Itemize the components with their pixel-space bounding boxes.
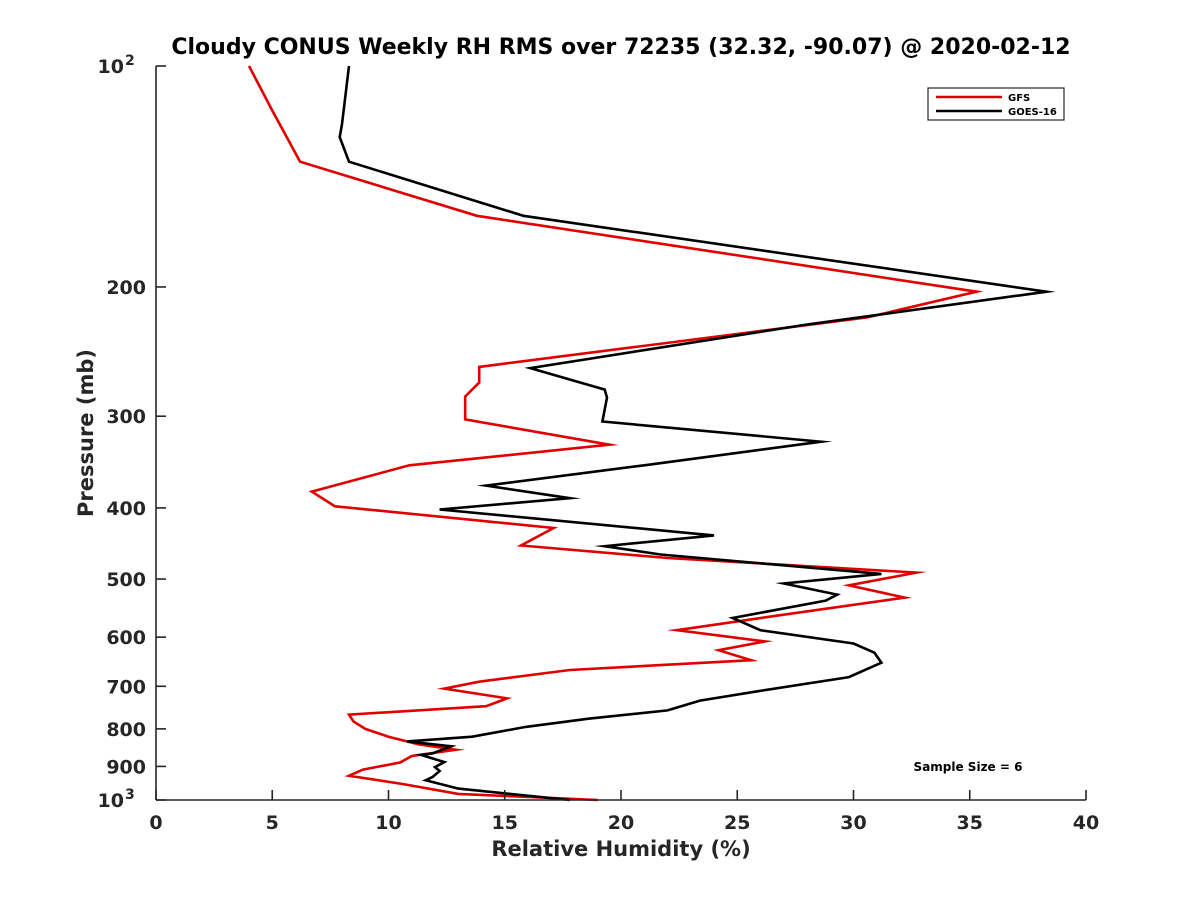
y-tick-label: 10: [98, 790, 124, 812]
chart-title: Cloudy CONUS Weekly RH RMS over 72235 (3…: [171, 35, 1070, 60]
legend-label-goes16: GOES-16: [1008, 107, 1057, 118]
y-tick-label: 10: [98, 56, 124, 78]
series-layer: [247, 65, 1056, 802]
x-tick-label: 20: [608, 812, 634, 834]
x-tick-label: 30: [840, 812, 866, 834]
x-tick-label: 35: [957, 812, 983, 834]
series-line-gfs: [247, 65, 984, 802]
x-tick-label: 0: [149, 812, 162, 834]
legend-label-gfs: GFS: [1008, 93, 1030, 104]
y-tick-label: 600: [106, 627, 146, 649]
y-tick-label: 700: [106, 676, 146, 698]
x-tick-label: 10: [375, 812, 401, 834]
y-tick-exponent: 2: [125, 53, 135, 69]
y-tick-label: 500: [106, 569, 146, 591]
y-tick-label: 800: [106, 719, 146, 741]
legend-box: [927, 87, 1065, 121]
x-axis-label: Relative Humidity (%): [491, 837, 750, 861]
x-tick-label: 25: [724, 812, 750, 834]
x-tick-label: 15: [492, 812, 518, 834]
y-tick-exponent: 3: [125, 787, 135, 803]
y-tick-label: 400: [106, 498, 146, 520]
series-line-goes16: [338, 65, 1056, 802]
y-tick-label: 200: [106, 277, 146, 299]
x-tick-label: 5: [266, 812, 279, 834]
y-tick-label: 300: [106, 406, 146, 428]
x-ticks: 0 5 10 15 20 25 30 35 40: [149, 790, 1099, 834]
legend: GFS GOES-16: [927, 87, 1065, 121]
x-tick-label: 40: [1073, 812, 1099, 834]
sample-size-annotation: Sample Size = 6: [914, 760, 1023, 774]
y-axis-label: Pressure (mb): [74, 349, 98, 517]
y-tick-label: 900: [106, 756, 146, 778]
